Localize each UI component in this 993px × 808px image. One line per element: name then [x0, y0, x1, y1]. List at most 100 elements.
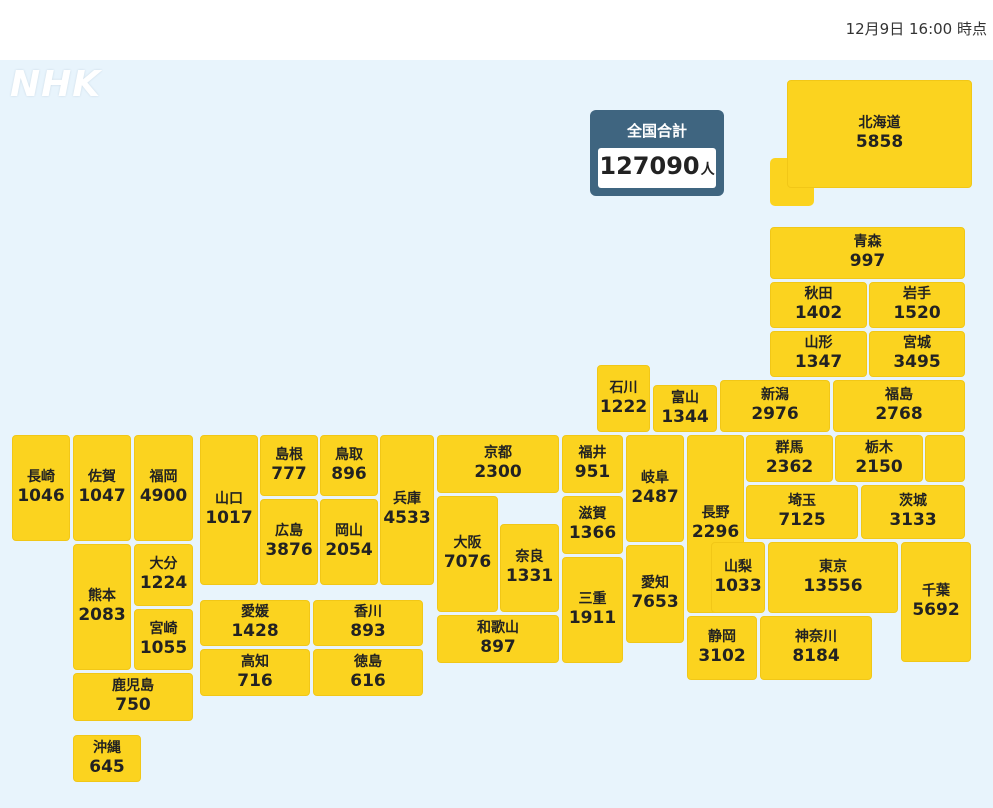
- pref-tottori[interactable]: 鳥取 896: [320, 435, 378, 496]
- pref-count: 3102: [698, 646, 746, 667]
- pref-count: 1017: [205, 508, 253, 529]
- pref-fukushima[interactable]: 福島 2768: [833, 380, 965, 432]
- pref-tokushima[interactable]: 徳島 616: [313, 649, 423, 696]
- pref-hiroshima[interactable]: 広島 3876: [260, 499, 318, 585]
- pref-count: 1347: [794, 352, 843, 373]
- pref-name: 秋田: [804, 286, 833, 303]
- pref-count: 2300: [474, 462, 522, 483]
- pref-name: 鹿児島: [112, 678, 154, 695]
- pref-count: 2976: [751, 404, 799, 425]
- pref-kochi[interactable]: 高知 716: [200, 649, 310, 696]
- pref-count: 951: [574, 462, 611, 483]
- pref-name: 富山: [671, 389, 699, 406]
- pref-count: 4900: [139, 486, 188, 507]
- pref-fukui[interactable]: 福井 951: [562, 435, 623, 493]
- pref-name: 新潟: [761, 387, 789, 404]
- pref-count: 2487: [631, 486, 679, 507]
- pref-count: 1366: [568, 523, 617, 544]
- pref-okinawa[interactable]: 沖縄 645: [73, 735, 141, 782]
- pref-name: 広島: [275, 523, 303, 540]
- pref-mie[interactable]: 三重 1911: [562, 557, 623, 663]
- pref-iwate[interactable]: 岩手 1520: [869, 282, 965, 328]
- pref-shiga[interactable]: 滋賀 1366: [562, 496, 623, 554]
- pref-saga[interactable]: 佐賀 1047: [73, 435, 131, 541]
- pref-tochigi[interactable]: 栃木 2150: [835, 435, 923, 482]
- pref-name: 埼玉: [788, 493, 816, 510]
- pref-nagasaki[interactable]: 長崎 1046: [12, 435, 70, 541]
- pref-aichi[interactable]: 愛知 7653: [626, 545, 684, 643]
- national-total-unit: 人: [700, 162, 715, 178]
- pref-miyagi[interactable]: 宮城 3495: [869, 331, 965, 377]
- pref-akita[interactable]: 秋田 1402: [770, 282, 867, 328]
- pref-hokkaido[interactable]: 北海道 5858: [787, 80, 972, 188]
- pref-name: 宮崎: [149, 620, 178, 637]
- pref-ibaraki[interactable]: 茨城 3133: [861, 485, 965, 539]
- pref-count: 1331: [505, 566, 554, 587]
- pref-name: 神奈川: [795, 629, 837, 646]
- pref-name: 京都: [484, 445, 512, 462]
- pref-count: 3133: [889, 510, 937, 531]
- header-bar: 12月9日 16:00 時点: [0, 0, 993, 60]
- pref-count: 7653: [631, 592, 679, 613]
- pref-nara[interactable]: 奈良 1331: [500, 524, 559, 612]
- pref-name: 和歌山: [477, 620, 519, 637]
- pref-hyogo[interactable]: 兵庫 4533: [380, 435, 434, 585]
- pref-name: 福井: [578, 445, 607, 462]
- nhk-logo: NHK: [10, 64, 102, 105]
- national-total-value: 127090: [599, 152, 700, 180]
- pref-kyoto[interactable]: 京都 2300: [437, 435, 559, 493]
- pref-name: 岐阜: [641, 469, 669, 486]
- pref-name: 奈良: [515, 549, 544, 566]
- pref-name: 香川: [354, 604, 382, 621]
- pref-tokyo[interactable]: 東京 13556: [768, 542, 898, 613]
- pref-count: 1911: [568, 608, 617, 629]
- pref-count: 1222: [599, 396, 648, 417]
- pref-count: 1047: [78, 486, 126, 507]
- pref-kagawa[interactable]: 香川 893: [313, 600, 423, 646]
- pref-osaka[interactable]: 大阪 7076: [437, 496, 498, 612]
- pref-name: 福岡: [149, 469, 178, 486]
- pref-name: 山口: [215, 491, 243, 508]
- pref-okayama[interactable]: 岡山 2054: [320, 499, 378, 585]
- pref-aomori[interactable]: 青森 997: [770, 227, 965, 279]
- pref-name: 茨城: [899, 493, 927, 510]
- pref-count: 4533: [383, 508, 431, 529]
- pref-kagoshima[interactable]: 鹿児島 750: [73, 673, 193, 721]
- pref-count: 1344: [661, 406, 709, 427]
- pref-name: 静岡: [708, 629, 736, 646]
- pref-name: 徳島: [354, 653, 382, 670]
- pref-fukuoka[interactable]: 福岡 4900: [134, 435, 193, 541]
- pref-count: 2768: [875, 404, 923, 425]
- pref-gifu[interactable]: 岐阜 2487: [626, 435, 684, 542]
- pref-name: 山梨: [724, 558, 752, 575]
- pref-count: 750: [115, 695, 151, 716]
- pref-kumamoto[interactable]: 熊本 2083: [73, 544, 131, 670]
- pref-name: 岡山: [335, 523, 363, 540]
- pref-oita[interactable]: 大分 1224: [134, 544, 193, 606]
- pref-saitama[interactable]: 埼玉 7125: [746, 485, 858, 539]
- pref-count: 777: [271, 463, 307, 484]
- pref-count: 1428: [231, 621, 279, 642]
- pref-name: 北海道: [858, 115, 901, 132]
- pref-ishikawa[interactable]: 石川 1222: [597, 365, 650, 432]
- pref-yamanashi[interactable]: 山梨 1033: [711, 542, 765, 613]
- pref-chiba[interactable]: 千葉 5692: [901, 542, 971, 662]
- pref-name: 群馬: [775, 439, 804, 456]
- pref-name: 栃木: [865, 439, 893, 456]
- pref-yamaguchi[interactable]: 山口 1017: [200, 435, 258, 585]
- pref-miyazaki[interactable]: 宮崎 1055: [134, 609, 193, 670]
- pref-name: 千葉: [922, 583, 950, 600]
- pref-wakayama[interactable]: 和歌山 897: [437, 615, 559, 663]
- pref-kanagawa[interactable]: 神奈川 8184: [760, 616, 872, 680]
- pref-toyama[interactable]: 富山 1344: [653, 385, 717, 432]
- pref-shizuoka[interactable]: 静岡 3102: [687, 616, 757, 680]
- national-total: 全国合計 127090 人: [590, 110, 724, 196]
- pref-count: 5692: [912, 600, 960, 621]
- national-total-box: 127090 人: [598, 148, 716, 188]
- pref-name: 滋賀: [578, 506, 607, 523]
- pref-niigata[interactable]: 新潟 2976: [720, 380, 830, 432]
- pref-yamagata[interactable]: 山形 1347: [770, 331, 867, 377]
- pref-shimane[interactable]: 島根 777: [260, 435, 318, 496]
- pref-gunma[interactable]: 群馬 2362: [746, 435, 833, 482]
- pref-ehime[interactable]: 愛媛 1428: [200, 600, 310, 646]
